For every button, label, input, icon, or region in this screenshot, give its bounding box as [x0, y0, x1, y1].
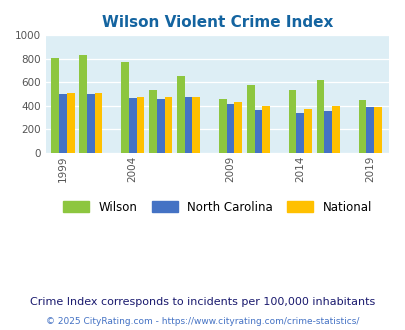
Bar	[288, 90, 296, 152]
Text: Crime Index corresponds to incidents per 100,000 inhabitants: Crime Index corresponds to incidents per…	[30, 297, 375, 307]
Bar	[66, 93, 75, 152]
Bar	[262, 106, 270, 152]
Bar	[358, 100, 365, 152]
Text: © 2025 CityRating.com - https://www.cityrating.com/crime-statistics/: © 2025 CityRating.com - https://www.city…	[46, 317, 359, 326]
Bar	[164, 97, 172, 152]
Bar	[128, 98, 136, 152]
Bar	[234, 102, 242, 152]
Bar	[177, 76, 184, 152]
Bar	[331, 106, 339, 152]
Bar	[121, 62, 128, 152]
Bar	[304, 109, 311, 152]
Bar	[373, 108, 381, 152]
Bar	[296, 113, 304, 152]
Title: Wilson Violent Crime Index: Wilson Violent Crime Index	[102, 15, 333, 30]
Bar	[79, 55, 87, 152]
Bar	[365, 108, 373, 152]
Bar	[149, 90, 156, 152]
Bar	[59, 94, 66, 152]
Bar	[218, 99, 226, 152]
Bar	[184, 97, 192, 152]
Bar	[94, 93, 102, 152]
Bar	[156, 99, 164, 152]
Bar	[87, 94, 94, 152]
Bar	[316, 81, 324, 152]
Bar	[192, 97, 200, 152]
Bar	[226, 105, 234, 152]
Legend: Wilson, North Carolina, National: Wilson, North Carolina, National	[58, 196, 376, 218]
Bar	[324, 111, 331, 152]
Bar	[246, 84, 254, 152]
Bar	[254, 110, 262, 152]
Bar	[136, 97, 144, 152]
Bar	[51, 58, 59, 152]
